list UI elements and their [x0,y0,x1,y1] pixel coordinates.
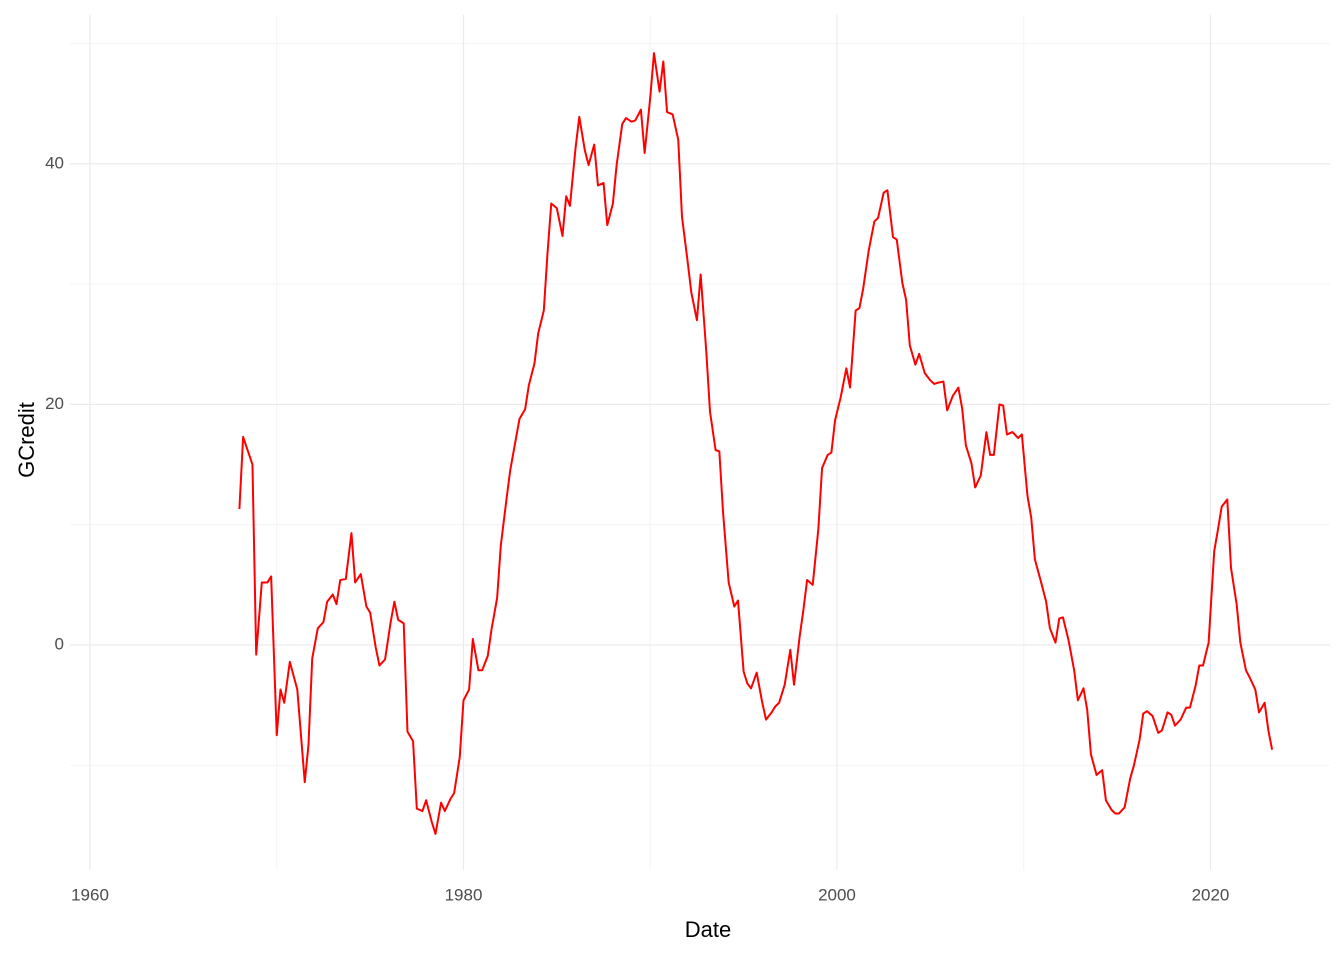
line [238,52,1274,835]
x-tick-label: 1980 [445,885,483,904]
y-tick-label: 40 [45,153,64,172]
y-tick-label: 0 [55,635,64,654]
x-tick-label: 2000 [818,885,856,904]
y-axis-title: GCredit [14,402,39,478]
x-axis-title: Date [685,917,731,942]
y-tick-label: 20 [45,394,64,413]
x-tick-label: 2020 [1192,885,1230,904]
x-tick-label: 1960 [71,885,109,904]
